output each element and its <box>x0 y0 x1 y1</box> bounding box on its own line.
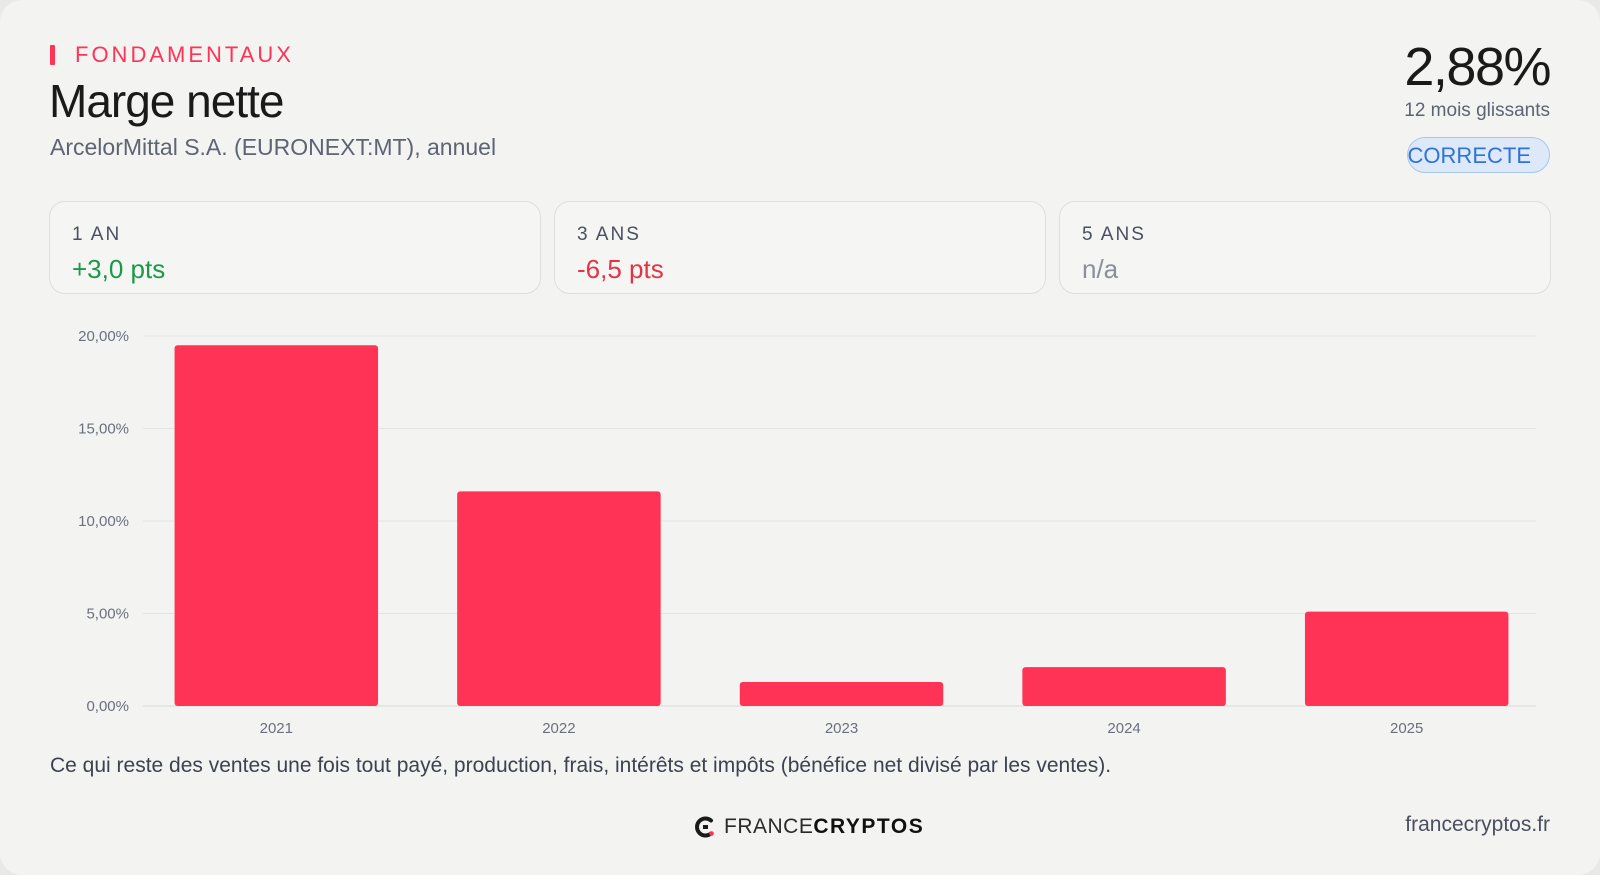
x-tick-label: 2022 <box>542 720 575 737</box>
francecryptos-logo-icon <box>695 816 714 838</box>
x-tick-label: 2025 <box>1390 720 1423 737</box>
stat-label: 3 ANS <box>577 224 641 245</box>
brand-name-bold: CRYPTOS <box>813 815 925 838</box>
brand: FRANCE CRYPTOS <box>694 815 924 839</box>
headline-period: 12 mois glissants <box>1404 100 1550 121</box>
x-tick-label: 2024 <box>1107 720 1140 737</box>
stat-label: 1 AN <box>72 224 122 245</box>
x-tick-label: 2021 <box>260 720 293 737</box>
page-title: Marge nette <box>49 75 284 127</box>
section-eyebrow: FONDAMENTAUX <box>50 42 294 68</box>
y-tick-label: 15,00% <box>78 421 129 438</box>
bar-chart: 0,00% 5,00% 10,00% 15,00% 20,00% 2021 2022 2023… <box>78 328 1536 737</box>
bar-2022[interactable] <box>457 491 661 706</box>
y-tick-label: 0,00% <box>86 698 129 715</box>
stat-value: n/a <box>1082 254 1119 284</box>
bar-2024[interactable] <box>1022 667 1226 706</box>
page-subtitle: ArcelorMittal S.A. (EURONEXT:MT), annuel <box>50 134 497 160</box>
site-link[interactable]: francecryptos.fr <box>1405 813 1550 836</box>
bar-2021[interactable] <box>174 345 379 706</box>
rating-badge-label: CORRECTE <box>1407 143 1531 168</box>
brand-name-light: FRANCE <box>724 815 814 838</box>
stat-value: +3,0 pts <box>72 254 166 284</box>
headline-value: 2,88% <box>1404 37 1551 97</box>
y-tick-label: 10,00% <box>78 513 129 530</box>
bar-2025[interactable] <box>1304 611 1509 706</box>
stat-card-5y: 5 ANS n/a <box>1059 201 1551 294</box>
stat-card-1y: 1 AN +3,0 pts <box>49 201 541 294</box>
eyebrow-accent-bar <box>50 45 55 65</box>
rating-badge: CORRECTE <box>1406 137 1550 173</box>
headline-metric: 2,88% 12 mois glissants <box>1404 36 1551 122</box>
chart-description: Ce qui reste des ventes une fois tout pa… <box>50 754 1112 777</box>
bar-2023[interactable] <box>739 681 944 706</box>
x-tick-label: 2023 <box>825 720 858 737</box>
y-tick-label: 5,00% <box>86 606 129 623</box>
stat-label: 5 ANS <box>1082 224 1146 245</box>
eyebrow-label: FONDAMENTAUX <box>75 42 294 67</box>
stat-card-3y: 3 ANS -6,5 pts <box>554 201 1046 294</box>
y-tick-label: 20,00% <box>78 328 129 345</box>
stat-value: -6,5 pts <box>577 254 664 284</box>
